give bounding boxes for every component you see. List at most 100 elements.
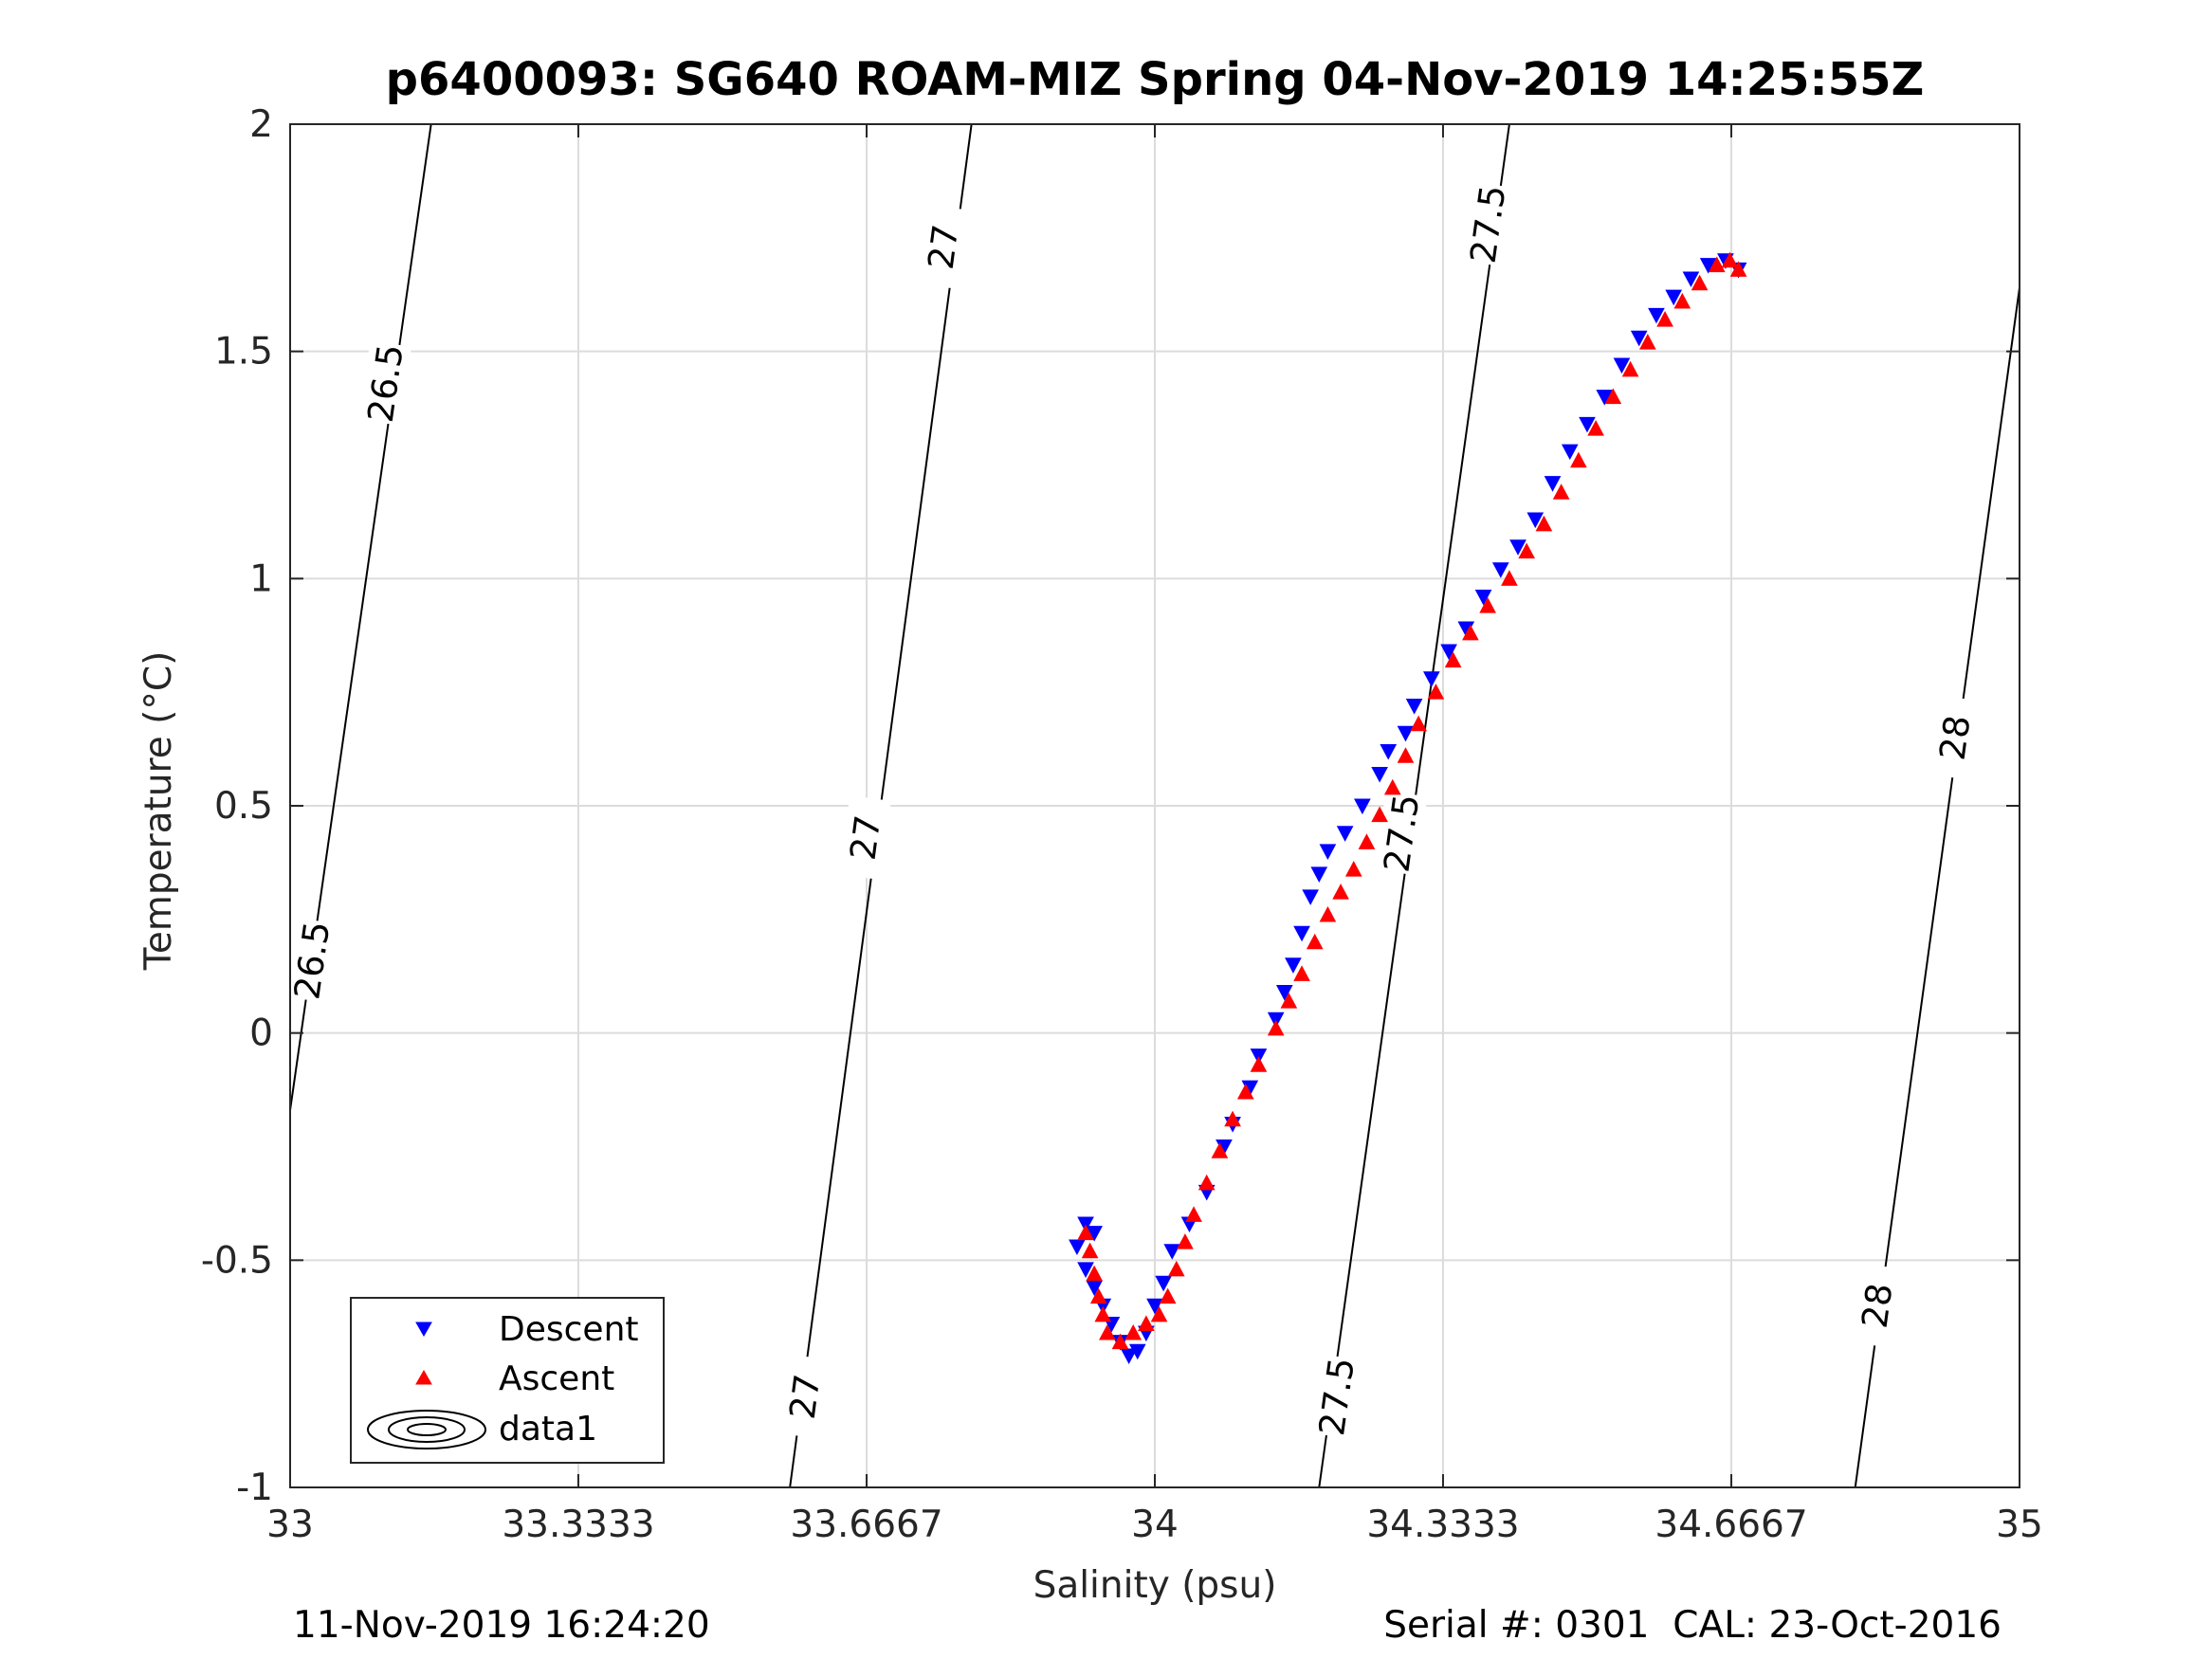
y-tick-label: 1 (249, 557, 273, 600)
ascent-point (1462, 624, 1479, 641)
ascent-point (1250, 1056, 1268, 1072)
descent-point (1397, 725, 1415, 742)
x-tick-label: 33.3333 (502, 1504, 654, 1546)
ascent-point (1077, 1224, 1094, 1241)
ascent-point (1518, 542, 1535, 559)
descent-point (1267, 1012, 1285, 1029)
contour-label-bg (358, 340, 412, 426)
descent-point (1354, 798, 1371, 815)
contour-label-bg (1375, 791, 1428, 876)
y-tick-label: 1.5 (214, 331, 273, 374)
ascent-point (1587, 420, 1604, 436)
descent-point (1371, 766, 1388, 783)
ascent-point (1086, 1265, 1103, 1282)
ascent-point (1224, 1110, 1241, 1127)
ascent-point (1306, 933, 1324, 950)
descent-point (1440, 644, 1457, 661)
x-tick-label: 34 (1131, 1504, 1179, 1546)
descent-point (1579, 416, 1596, 433)
descent-point (1275, 985, 1293, 1001)
ascent-point (1691, 274, 1709, 291)
ascent-point (1267, 1019, 1285, 1036)
descent-series (1069, 253, 1747, 1365)
ascent-point (1159, 1287, 1177, 1304)
ascent-point (1332, 884, 1349, 900)
ascent-point (1729, 261, 1747, 277)
descent-point (1336, 826, 1354, 842)
x-tick-label: 33.6667 (790, 1504, 942, 1546)
descent-point (1665, 289, 1683, 306)
descent-point (1596, 390, 1614, 406)
contour-label-bg (1309, 1354, 1363, 1439)
descent-point (1285, 957, 1302, 974)
ascent-point (1479, 597, 1496, 613)
ascent-point (1501, 570, 1518, 586)
legend-box (350, 1297, 665, 1464)
contour-label: 28 (1932, 713, 1979, 762)
axis-ticks: 33 33.3333 33.6667 34 34.3333 34.6667 35 -1 -0.5… (201, 103, 2043, 1546)
ascent-point (1621, 360, 1639, 377)
y-tick-label: -0.5 (201, 1239, 273, 1282)
ascent-point (1089, 1287, 1107, 1304)
ascent-point (1185, 1206, 1202, 1222)
descent-point (1120, 1348, 1138, 1365)
descent-point (1648, 307, 1665, 324)
contour-label-bg (778, 1354, 831, 1439)
ascent-point (1094, 1305, 1112, 1322)
ascent-series (1077, 251, 1747, 1350)
descent-point (1086, 1226, 1103, 1242)
descent-point (1319, 844, 1337, 860)
descent-point (1613, 357, 1631, 374)
ascent-point (1177, 1233, 1194, 1249)
ascent-point (1410, 715, 1427, 732)
ascent-point (1124, 1323, 1143, 1340)
descent-point (1699, 258, 1717, 274)
x-tick-label: 33 (266, 1504, 314, 1546)
ascent-point (1358, 833, 1376, 849)
y-tick-label: 0.5 (214, 785, 273, 828)
ascent-point (1427, 684, 1445, 700)
descent-point (1630, 330, 1648, 347)
x-axis-label: Salinity (psu) (1033, 1564, 1277, 1607)
descent-point (1310, 866, 1328, 883)
descent-point (1544, 476, 1562, 492)
contour-label-bg (285, 918, 338, 1003)
descent-point (1526, 512, 1545, 529)
ascent-point (1383, 778, 1401, 795)
descent-point (1077, 1216, 1094, 1233)
descent-point (1423, 671, 1440, 687)
legend-contour-icon (367, 1410, 486, 1449)
ascent-point (1138, 1315, 1155, 1331)
legend-descent-label: Descent (499, 1310, 639, 1349)
descent-point (1069, 1239, 1086, 1256)
descent-point (1293, 925, 1310, 942)
descent-point (1128, 1343, 1146, 1360)
ascent-point (1444, 651, 1462, 668)
descent-point (1077, 1262, 1094, 1278)
ascent-point (1111, 1333, 1129, 1350)
ascent-point (1570, 451, 1587, 468)
legend-ascent-marker (415, 1369, 432, 1385)
ascent-point (1639, 334, 1656, 350)
contour-label-bg (1851, 1263, 1904, 1348)
descent-point (1509, 539, 1526, 556)
legend-descent-marker (415, 1322, 432, 1338)
y-tick-label: 2 (249, 103, 273, 146)
ascent-point (1708, 256, 1726, 273)
legend-ascent-label: Ascent (499, 1359, 614, 1398)
descent-point (1561, 444, 1579, 461)
contour-label-bg (1461, 181, 1514, 267)
descent-point (1250, 1048, 1268, 1065)
ascent-point (1211, 1142, 1229, 1158)
ascent-point (1099, 1323, 1116, 1340)
footer-serial-cal: Serial #: 0301 CAL: 23-Oct-2016 (1383, 1604, 2002, 1647)
contour-label: 27 (921, 222, 967, 271)
descent-point (1146, 1298, 1163, 1315)
descent-point (1302, 889, 1319, 905)
y-tick-label: 0 (249, 1012, 273, 1055)
legend-data1-label: data1 (499, 1410, 597, 1449)
ascent-point (1319, 905, 1337, 922)
chart-title: p6400093: SG640 ROAM-MIZ Spring 04-Nov-2… (386, 53, 1925, 106)
y-tick-label: -1 (236, 1467, 273, 1509)
